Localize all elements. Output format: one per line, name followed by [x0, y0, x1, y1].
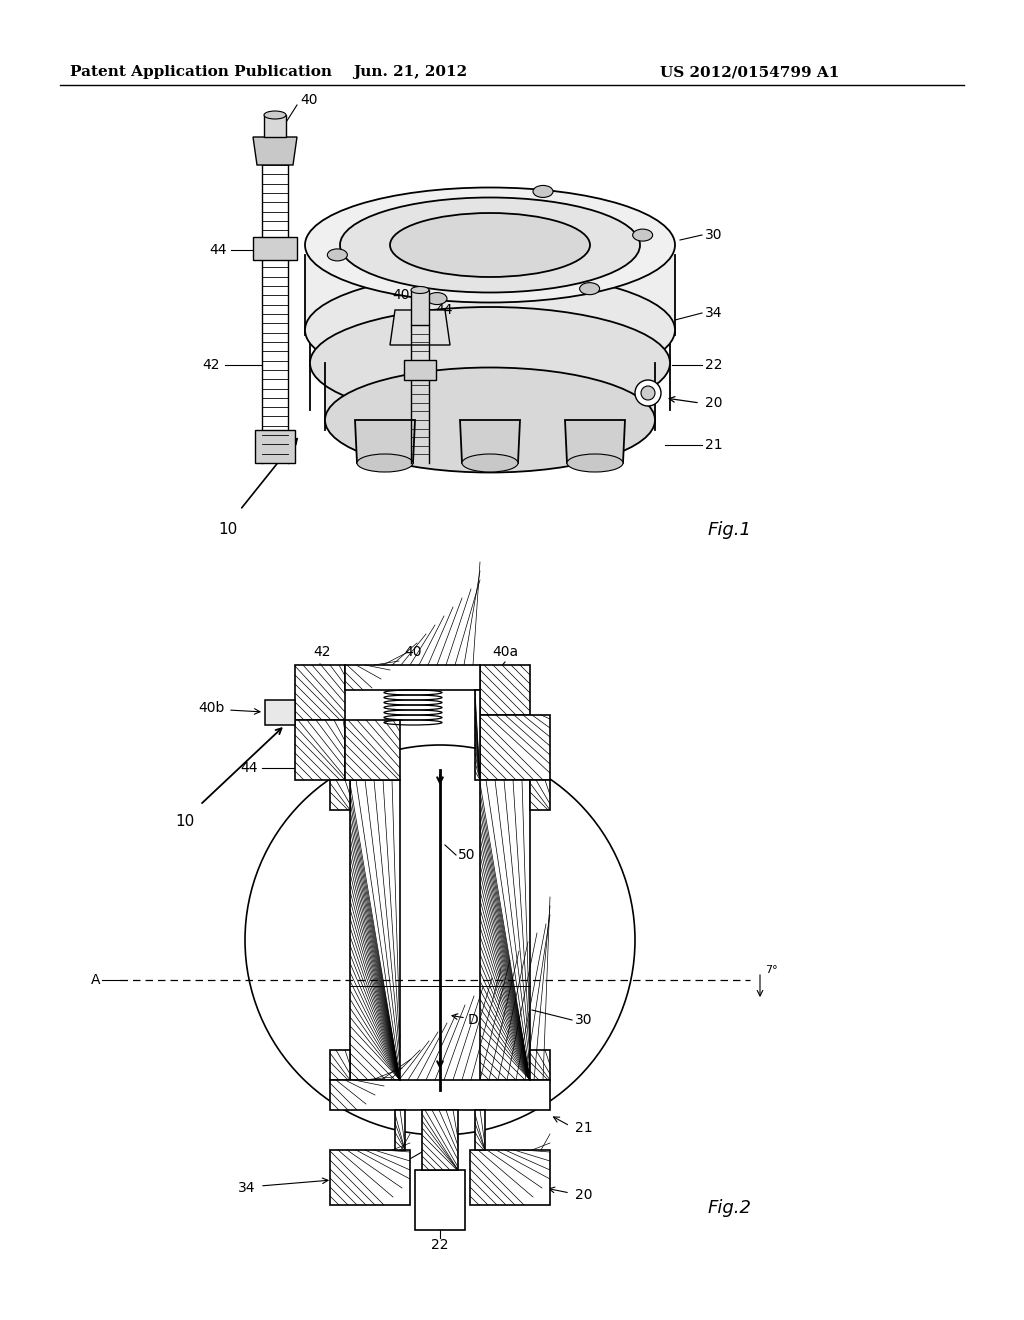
Text: 10: 10 [175, 814, 195, 829]
Text: 34: 34 [238, 1181, 255, 1195]
Circle shape [641, 385, 655, 400]
Polygon shape [345, 665, 480, 690]
Text: 34: 34 [705, 306, 723, 319]
Text: Patent Application Publication: Patent Application Publication [70, 65, 332, 79]
Text: 40b: 40b [199, 701, 225, 715]
Text: 42: 42 [313, 645, 331, 659]
Polygon shape [480, 780, 530, 1080]
Ellipse shape [264, 111, 286, 119]
Text: A: A [90, 973, 100, 987]
Text: 50: 50 [458, 847, 475, 862]
Ellipse shape [310, 308, 670, 418]
Polygon shape [345, 719, 400, 780]
Polygon shape [470, 1150, 550, 1205]
Text: Fig.2: Fig.2 [708, 1199, 752, 1217]
Ellipse shape [462, 454, 518, 473]
Polygon shape [480, 715, 550, 780]
Polygon shape [253, 137, 297, 165]
Polygon shape [350, 780, 400, 1080]
Polygon shape [265, 700, 295, 725]
Text: 32: 32 [387, 1152, 406, 1167]
Polygon shape [330, 780, 350, 810]
Polygon shape [480, 665, 530, 715]
Polygon shape [475, 690, 480, 780]
Polygon shape [264, 115, 286, 137]
Polygon shape [253, 238, 297, 260]
Polygon shape [305, 255, 675, 335]
Polygon shape [530, 780, 550, 810]
Polygon shape [255, 430, 295, 463]
Text: US 2012/0154799 A1: US 2012/0154799 A1 [660, 65, 840, 79]
Text: 21: 21 [705, 438, 723, 451]
Polygon shape [325, 367, 655, 425]
Ellipse shape [427, 293, 447, 305]
Text: Fig.1: Fig.1 [708, 521, 752, 539]
Polygon shape [565, 420, 625, 463]
Polygon shape [390, 310, 450, 345]
Ellipse shape [305, 187, 675, 302]
Text: 44: 44 [210, 243, 227, 257]
Polygon shape [404, 360, 436, 380]
Text: 42: 42 [203, 358, 220, 372]
Polygon shape [330, 1080, 550, 1110]
Text: 40: 40 [404, 645, 422, 659]
Polygon shape [422, 1110, 458, 1170]
Ellipse shape [325, 367, 655, 473]
Polygon shape [355, 420, 415, 463]
Text: 30: 30 [705, 228, 723, 242]
Text: 10: 10 [218, 523, 238, 537]
Text: 44: 44 [241, 762, 258, 775]
Polygon shape [395, 1110, 406, 1150]
Polygon shape [530, 1049, 550, 1080]
Polygon shape [295, 719, 345, 780]
Text: 22: 22 [431, 1238, 449, 1251]
Polygon shape [330, 1049, 350, 1080]
Polygon shape [295, 665, 345, 719]
Polygon shape [411, 290, 429, 325]
Text: 20: 20 [575, 1188, 593, 1203]
Ellipse shape [357, 454, 413, 473]
Ellipse shape [411, 286, 429, 293]
Polygon shape [460, 420, 520, 463]
Ellipse shape [305, 272, 675, 388]
Circle shape [635, 380, 662, 407]
Text: 22: 22 [705, 358, 723, 372]
Ellipse shape [390, 213, 590, 277]
Text: 7°: 7° [765, 965, 777, 975]
Polygon shape [415, 1170, 465, 1230]
Polygon shape [330, 1150, 410, 1205]
Text: 30: 30 [575, 1012, 593, 1027]
Text: D: D [468, 1012, 479, 1027]
Text: 44: 44 [435, 304, 453, 317]
Ellipse shape [567, 454, 623, 473]
Ellipse shape [328, 249, 347, 261]
Polygon shape [475, 1110, 485, 1150]
Ellipse shape [534, 185, 553, 198]
Text: 40: 40 [300, 92, 317, 107]
Text: 21: 21 [575, 1121, 593, 1135]
Text: Jun. 21, 2012: Jun. 21, 2012 [353, 65, 467, 79]
Ellipse shape [580, 282, 600, 294]
Text: 40: 40 [392, 288, 410, 302]
Text: 20: 20 [705, 396, 723, 411]
Text: 40a: 40a [492, 645, 518, 659]
Ellipse shape [633, 230, 652, 242]
Ellipse shape [340, 198, 640, 293]
